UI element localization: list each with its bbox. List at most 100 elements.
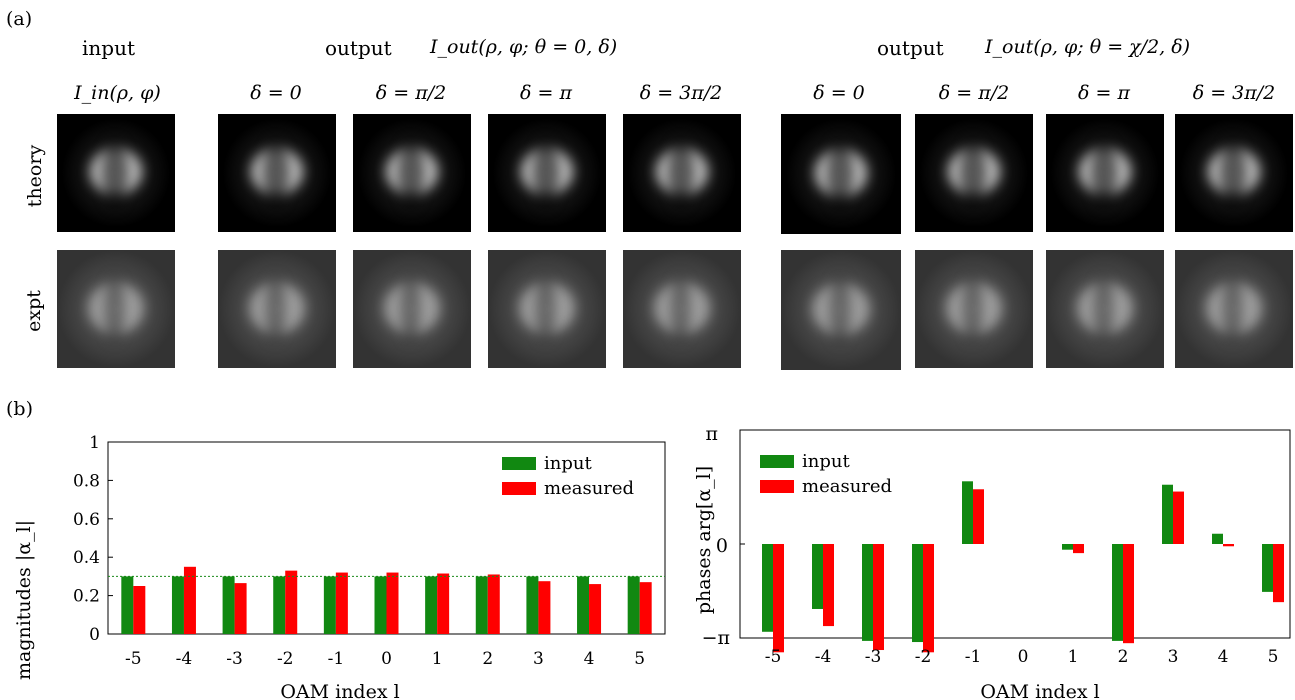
xtick-label: 2	[1118, 647, 1129, 667]
xtick-label: -4	[815, 647, 832, 667]
bar-input	[962, 481, 973, 544]
expt-image	[353, 250, 471, 368]
xtick-label: -3	[865, 647, 882, 667]
xtick-label: 2	[482, 649, 493, 669]
bar-input	[1262, 544, 1273, 592]
delta-label: δ = π	[520, 82, 572, 104]
xtick-label: 0	[1018, 647, 1029, 667]
bar-input	[1062, 544, 1073, 550]
theory-image	[1175, 114, 1293, 232]
theory-image	[915, 114, 1033, 232]
bar-input	[812, 544, 823, 609]
bar-measured	[335, 572, 348, 634]
xtick-label: 4	[584, 649, 595, 669]
expt-image	[781, 250, 901, 370]
bar-measured	[183, 566, 196, 634]
legend-label-input: input	[544, 453, 592, 474]
phases-ylabel: phases arg[α_l]	[693, 466, 715, 614]
xtick-label: -5	[125, 649, 142, 669]
xtick-label: -2	[915, 647, 932, 667]
expt-image	[1046, 250, 1164, 368]
xtick-label: -2	[277, 649, 294, 669]
xtick-label: 3	[533, 649, 544, 669]
magnitudes-xlabel: OAM index l	[280, 681, 399, 700]
bar-measured	[285, 570, 298, 634]
legend-label-measured: measured	[802, 476, 892, 497]
panel-a-label: (a)	[6, 8, 33, 30]
ytick-label: 0.6	[73, 510, 100, 530]
output-eq-1: I_out(ρ, φ; θ = 0, δ)	[430, 36, 618, 58]
theory-image-input	[57, 114, 175, 232]
input-eq: I_in(ρ, φ)	[74, 82, 161, 104]
bar-measured	[234, 583, 247, 634]
bar-input	[222, 576, 235, 634]
legend-swatch-input	[502, 457, 536, 470]
expt-image	[1175, 250, 1293, 368]
plot-frame	[739, 429, 1291, 639]
row-label-expt: expt	[23, 290, 45, 332]
output-eq-2: I_out(ρ, φ; θ = χ/2, δ)	[985, 36, 1191, 58]
delta-label: δ = 3π/2	[1192, 82, 1276, 104]
delta-label: δ = π/2	[938, 82, 1010, 104]
xtick-label: -3	[226, 649, 243, 669]
bar-measured	[1073, 544, 1084, 554]
bar-input	[526, 576, 539, 634]
ytick-label: 0.8	[73, 471, 100, 491]
bar-input	[475, 576, 488, 634]
bar-measured	[437, 573, 450, 634]
bar-measured	[773, 544, 784, 653]
legend-swatch-input	[760, 455, 794, 468]
delta-label: δ = 0	[250, 82, 302, 104]
xtick-label: 3	[1168, 647, 1179, 667]
ytick-label: 0	[89, 625, 100, 645]
bar-input	[762, 544, 773, 632]
output-header-1: output	[325, 36, 392, 60]
theory-image	[1046, 114, 1164, 232]
input-header: input	[82, 36, 135, 60]
expt-image	[623, 250, 741, 368]
bar-measured	[487, 574, 500, 634]
bar-input	[323, 576, 336, 634]
xtick-label: 5	[1268, 647, 1279, 667]
bar-input	[912, 544, 923, 643]
expt-image-input	[57, 250, 175, 368]
bar-measured	[873, 544, 884, 651]
bar-measured	[639, 582, 652, 634]
bar-input	[1212, 533, 1223, 544]
magnitudes-ylabel: magnitudes |α_l|	[13, 520, 35, 680]
bar-input	[121, 576, 134, 634]
phases-chart: -5 -4 -3 -2 -1 0 1 2 3 4 5 phases arg[α_l] OAM ind…	[693, 423, 1291, 700]
bar-measured	[133, 586, 146, 634]
delta-label: δ = π/2	[375, 82, 447, 104]
theory-image	[623, 114, 741, 232]
expt-image	[915, 250, 1033, 368]
delta-label: δ = π	[1078, 82, 1130, 104]
ytick-label: 0	[716, 535, 728, 557]
bar-input	[273, 576, 286, 634]
theory-image	[218, 114, 336, 232]
delta-label: δ = 3π/2	[639, 82, 723, 104]
xtick-label: 1	[1068, 647, 1079, 667]
ytick-label: 0.2	[73, 587, 100, 607]
theory-image	[353, 114, 471, 232]
output-header-2: output	[877, 36, 944, 60]
xtick-label: 1	[432, 649, 443, 669]
bar-measured	[823, 544, 834, 627]
xtick-label: -1	[965, 647, 982, 667]
xtick-label: 4	[1218, 647, 1229, 667]
bar-input	[577, 576, 590, 634]
bar-measured	[1223, 544, 1234, 547]
xtick-label: -4	[176, 649, 193, 669]
row-label-theory: theory	[24, 144, 46, 208]
bar-measured	[1273, 544, 1284, 603]
ytick-label: 0.4	[73, 548, 100, 568]
bar-input	[627, 576, 640, 634]
bar-input	[1162, 484, 1173, 544]
legend-label-input: input	[802, 451, 850, 472]
bar-measured	[923, 544, 934, 653]
bar-input	[425, 576, 438, 634]
xtick-label: 0	[381, 649, 392, 669]
bar-measured	[1123, 544, 1134, 644]
expt-image	[488, 250, 606, 368]
bar-measured	[973, 489, 984, 544]
